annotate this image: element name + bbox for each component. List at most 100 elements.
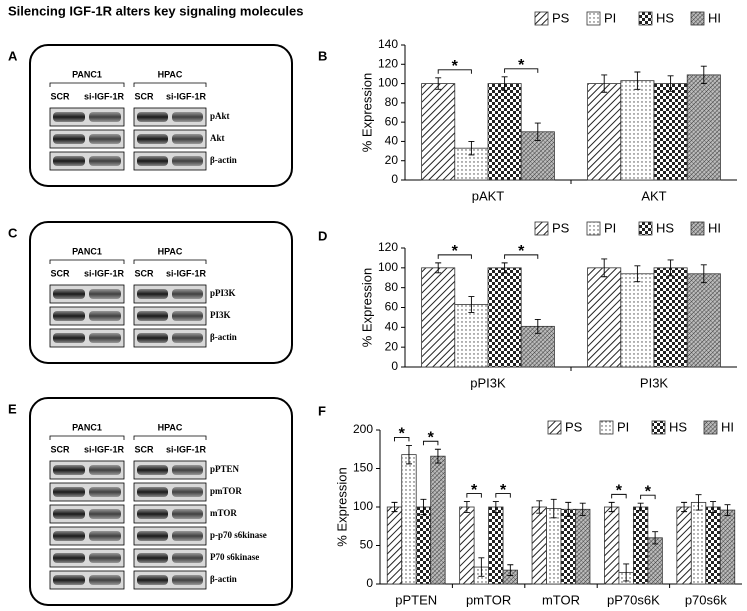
blot-band (89, 289, 121, 299)
error-bar (579, 502, 586, 516)
error-bar (405, 444, 412, 465)
legend-swatch (651, 420, 666, 435)
legend-swatch (586, 11, 601, 26)
blot-band (53, 156, 85, 166)
blot-band (137, 333, 168, 343)
panel-letter: F (318, 403, 326, 418)
band-label: PI3K (210, 310, 231, 320)
error-bar (667, 259, 674, 277)
blot-band (137, 134, 168, 144)
significance-label: * (399, 426, 406, 443)
legend-label: PS (565, 419, 583, 434)
cell-line-label: HPAC (158, 69, 183, 79)
blot-band (53, 112, 85, 122)
blot-band (89, 487, 121, 497)
error-bar (724, 504, 731, 516)
significance-bracket (437, 254, 472, 259)
significance-label: * (645, 483, 652, 500)
band-label: pPI3K (210, 288, 236, 298)
lane-label: si-IGF-1R (84, 268, 125, 278)
y-tick-label: 60 (385, 300, 399, 314)
band-label: p-p70 s6kinase (210, 530, 267, 540)
significance-bracket (495, 493, 511, 498)
band-label: β-actin (210, 155, 237, 165)
error-bar (634, 265, 641, 283)
error-bar (700, 264, 707, 284)
error-bar (435, 77, 442, 90)
legend-label: HI (708, 10, 721, 25)
cell-line-label: HPAC (158, 422, 183, 432)
error-bar (608, 501, 615, 513)
error-bar (534, 318, 541, 334)
error-bar (634, 71, 641, 90)
blot-band (137, 553, 168, 563)
panel-letter: B (318, 48, 327, 63)
bar (421, 83, 456, 181)
blot-band (53, 531, 85, 541)
bar (676, 506, 692, 585)
lane-label: si-IGF-1R (166, 268, 207, 278)
y-tick-label: 140 (378, 37, 398, 51)
y-tick-label: 0 (391, 359, 398, 373)
bar (604, 506, 620, 585)
significance-bracket (422, 440, 439, 446)
bar (488, 506, 504, 585)
bar (719, 509, 736, 585)
error-bar (478, 557, 485, 577)
figure-title: Silencing IGF-1R alters key signaling mo… (8, 3, 303, 18)
legend-swatch (599, 420, 614, 435)
legend-swatch (638, 221, 653, 236)
error-bar (507, 564, 514, 576)
error-bar (468, 140, 475, 156)
error-bar (501, 262, 508, 274)
blot-band (89, 333, 121, 343)
group-bracket (133, 82, 207, 87)
significance-label: * (518, 243, 525, 260)
error-bar (681, 501, 688, 513)
legend-swatch (703, 420, 718, 435)
x-tick-label: p70s6k (685, 592, 727, 607)
legend-swatch (690, 221, 705, 236)
y-tick-label: 40 (385, 320, 399, 334)
lane-label: SCR (134, 268, 154, 278)
blot-band (89, 134, 121, 144)
x-tick-label: AKT (641, 188, 666, 203)
blot-band (89, 531, 121, 541)
y-tick-label: 40 (385, 134, 399, 148)
error-bar (637, 502, 644, 512)
bar (459, 506, 475, 585)
panel-letter: C (8, 225, 18, 240)
y-axis-title: % Expression (359, 268, 374, 347)
blot-band (172, 289, 203, 299)
y-axis-title: % Expression (359, 73, 374, 152)
bar (690, 501, 707, 585)
legend-swatch (547, 420, 562, 435)
lane-label: SCR (50, 268, 70, 278)
significance-bracket (394, 436, 410, 442)
y-tick-label: 0 (366, 576, 373, 590)
legend-label: HS (656, 220, 674, 235)
blot-band (137, 509, 168, 519)
legend-label: PI (604, 10, 616, 25)
x-tick-label: pPI3K (470, 375, 506, 390)
blot-band (53, 509, 85, 519)
blot-band (137, 156, 168, 166)
significance-bracket (466, 493, 482, 498)
significance-label: * (616, 483, 623, 500)
error-bar (623, 563, 630, 582)
lane-label: SCR (134, 444, 154, 454)
blot-band (89, 311, 121, 321)
bar (430, 455, 446, 585)
blot-band (137, 112, 168, 122)
lane-label: si-IGF-1R (166, 91, 207, 101)
bar (686, 273, 721, 368)
x-tick-label: pPTEN (395, 592, 437, 607)
band-label: β-actin (210, 574, 237, 584)
error-bar (492, 501, 499, 513)
blot-frame (29, 221, 293, 364)
band-label: β-actin (210, 332, 237, 342)
blot-band (172, 553, 203, 563)
band-label: Akt (210, 133, 225, 143)
y-axis-title: % Expression (334, 467, 349, 546)
